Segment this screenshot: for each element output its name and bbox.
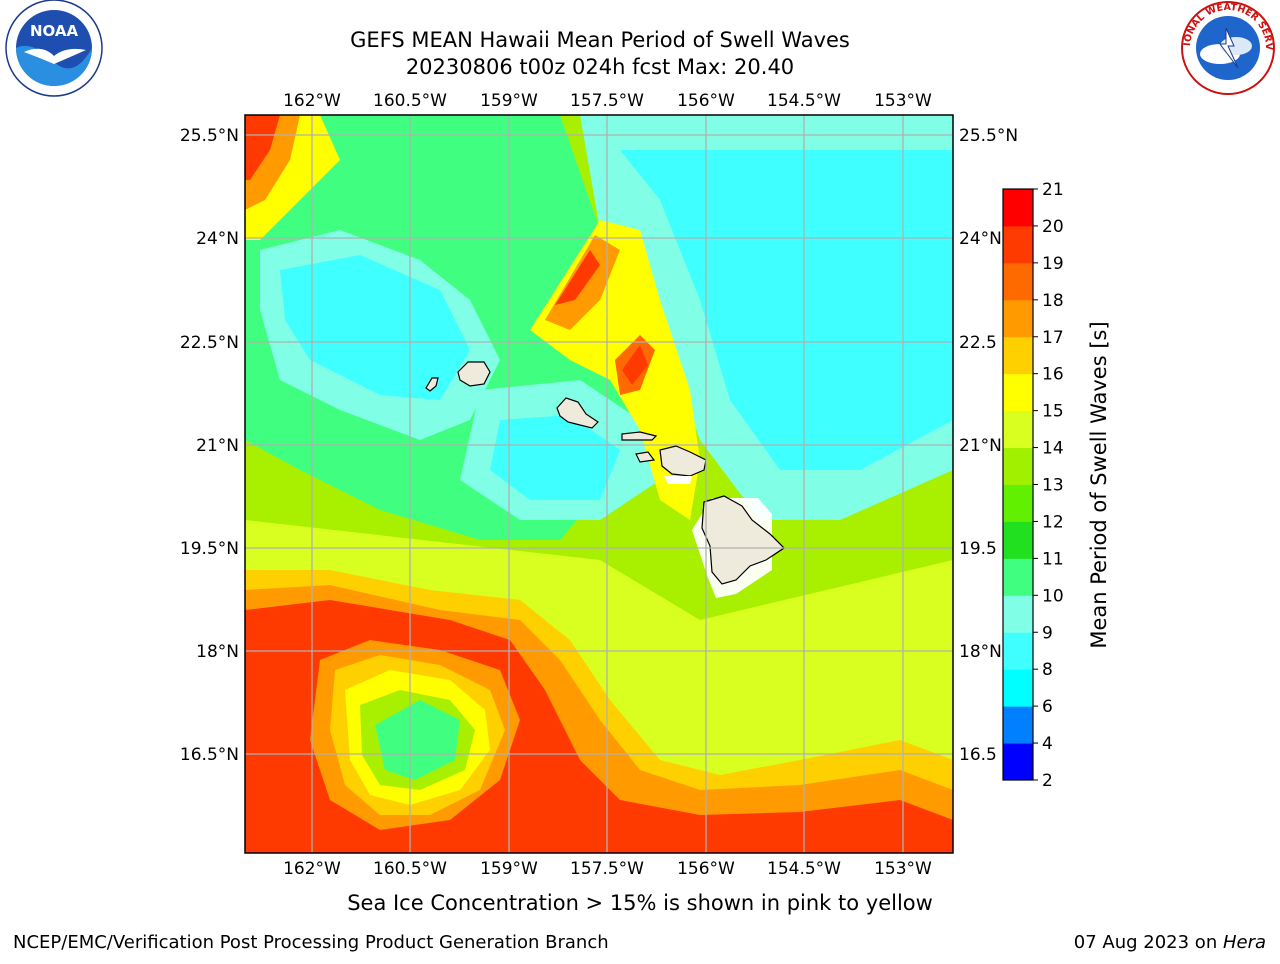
colorbar-segment bbox=[1003, 484, 1033, 522]
footer-date: 07 Aug 2023 on Hera bbox=[1074, 932, 1266, 953]
colorbar-segment bbox=[1003, 632, 1033, 670]
lat-label: 22.5 bbox=[959, 333, 997, 353]
map-grid bbox=[245, 115, 953, 853]
lat-label: 21°N bbox=[196, 436, 239, 456]
chart-title: GEFS MEAN Hawaii Mean Period of Swell Wa… bbox=[350, 28, 850, 52]
lon-label: 157.5°W bbox=[570, 859, 644, 879]
lat-label: 24°N bbox=[959, 229, 1002, 249]
colorbar-segment bbox=[1003, 262, 1033, 301]
chart-subtitle: 20230806 t00z 024h fcst Max: 20.40 bbox=[405, 55, 795, 79]
colorbar-tick-label: 19 bbox=[1042, 254, 1064, 274]
colorbar-segment bbox=[1003, 669, 1033, 707]
colorbar-segment bbox=[1003, 521, 1033, 559]
colorbar-tick-label: 18 bbox=[1042, 291, 1064, 311]
colorbar-segment bbox=[1003, 447, 1033, 485]
colorbar-tick-label: 13 bbox=[1042, 476, 1064, 496]
lat-label: 24°N bbox=[196, 229, 239, 249]
lon-label: 156°W bbox=[677, 859, 735, 879]
lon-label: 154.5°W bbox=[767, 859, 841, 879]
colorbar-tick-label: 2 bbox=[1042, 771, 1053, 791]
lon-labels-bottom: 162°W 160.5°W 159°W 157.5°W 156°W 154.5°… bbox=[283, 859, 932, 879]
colorbar-label: Mean Period of Swell Waves [s] bbox=[1087, 321, 1111, 648]
lon-label: 156°W bbox=[677, 91, 735, 111]
lat-label: 25.5°N bbox=[959, 126, 1018, 146]
lon-label: 159°W bbox=[480, 91, 538, 111]
noaa-logo-text: NOAA bbox=[30, 22, 79, 40]
colorbar-tick-label: 10 bbox=[1042, 586, 1064, 606]
lat-label: 19.5 bbox=[959, 539, 997, 559]
colorbar-segment bbox=[1003, 595, 1033, 633]
lon-label: 159°W bbox=[480, 859, 538, 879]
lat-label: 22.5°N bbox=[180, 333, 239, 353]
lon-label: 160.5°W bbox=[373, 859, 447, 879]
colorbar-tick-label: 4 bbox=[1042, 734, 1053, 754]
lon-label: 153°W bbox=[874, 859, 932, 879]
noaa-logo: NOAA bbox=[2, 0, 106, 100]
lat-label: 21°N bbox=[959, 436, 1002, 456]
lon-label: 162°W bbox=[283, 91, 341, 111]
nws-logo: NATIONAL WEATHER SERVICE bbox=[1172, 0, 1280, 100]
colorbar-tick-label: 14 bbox=[1042, 439, 1064, 459]
lon-label: 162°W bbox=[283, 859, 341, 879]
lat-label: 19.5°N bbox=[180, 539, 239, 559]
lat-label: 18°N bbox=[196, 642, 239, 662]
swell-period-field bbox=[245, 115, 953, 853]
colorbar-segment bbox=[1003, 336, 1033, 375]
colorbar-tick-label: 12 bbox=[1042, 512, 1064, 532]
footer-host: Hera bbox=[1222, 932, 1266, 953]
lon-label: 154.5°W bbox=[767, 91, 841, 111]
lat-label: 16.5 bbox=[959, 745, 997, 765]
footer-date-text: 07 Aug 2023 on bbox=[1073, 932, 1223, 953]
colorbar-tick-label: 16 bbox=[1042, 365, 1064, 385]
colorbar: 2 4 6 8 9 10 11 12 13 14 15 16 17 18 19 20 21 Mean Perio… bbox=[1002, 180, 1111, 791]
colorbar-segment bbox=[1003, 558, 1033, 596]
colorbar-segment bbox=[1003, 189, 1033, 227]
colorbar-tick-label: 6 bbox=[1042, 697, 1053, 717]
colorbar-tick-label: 21 bbox=[1042, 180, 1064, 200]
colorbar-segment bbox=[1003, 410, 1033, 449]
footer-credit: NCEP/EMC/Verification Post Processing Pr… bbox=[13, 932, 609, 953]
colorbar-tick-label: 15 bbox=[1042, 402, 1064, 422]
colorbar-tick-label: 9 bbox=[1042, 623, 1053, 643]
colorbar-segment bbox=[1003, 225, 1033, 264]
lon-label: 153°W bbox=[874, 91, 932, 111]
lat-labels-left: 25.5°N 24°N 22.5°N 21°N 19.5°N 18°N 16.5… bbox=[180, 126, 239, 765]
colorbar-segment bbox=[1003, 373, 1033, 412]
colorbar-segment bbox=[1003, 299, 1033, 338]
colorbar-segment bbox=[1003, 706, 1033, 744]
colorbar-tick-label: 20 bbox=[1042, 217, 1064, 237]
sea-ice-caption: Sea Ice Concentration > 15% is shown in … bbox=[347, 891, 933, 915]
lat-label: 18°N bbox=[959, 642, 1002, 662]
lat-labels-right: 25.5°N 24°N 22.5 21°N 19.5 18°N 16.5 bbox=[959, 126, 1018, 765]
colorbar-tick-label: 17 bbox=[1042, 328, 1064, 348]
lat-label: 25.5°N bbox=[180, 126, 239, 146]
lon-labels-top: 162°W 160.5°W 159°W 157.5°W 156°W 154.5°… bbox=[283, 91, 932, 111]
lat-label: 16.5°N bbox=[180, 745, 239, 765]
map-frame bbox=[244, 114, 954, 854]
lon-label: 157.5°W bbox=[570, 91, 644, 111]
colorbar-tick-label: 11 bbox=[1042, 549, 1064, 569]
lon-label: 160.5°W bbox=[373, 91, 447, 111]
colorbar-segment bbox=[1003, 743, 1033, 781]
colorbar-tick-label: 8 bbox=[1042, 660, 1053, 680]
